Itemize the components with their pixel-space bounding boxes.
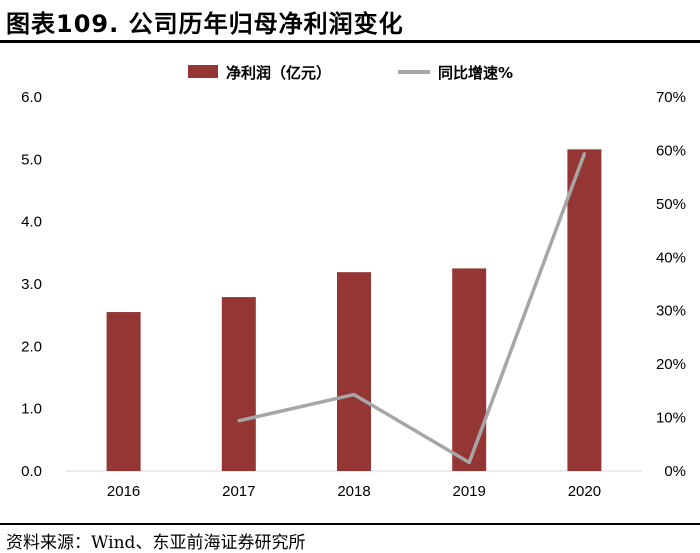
- bar-2017: [221, 297, 256, 471]
- y-left-tick: 1.0: [21, 401, 42, 418]
- y-right-tick: 10%: [656, 410, 686, 427]
- x-tick: 2020: [568, 483, 601, 500]
- growth-point-2017: [237, 419, 241, 423]
- y-left-tick: 2.0: [21, 338, 42, 355]
- y-right-tick: 30%: [656, 303, 686, 320]
- y-right-tick: 70%: [656, 89, 686, 106]
- bar-2020: [567, 149, 602, 472]
- chart-title: 图表109. 公司历年归母净利润变化: [6, 10, 404, 38]
- x-tick: 2016: [107, 483, 140, 500]
- y-left-tick: 5.0: [21, 151, 42, 168]
- y-right-tick: 0%: [664, 463, 686, 480]
- y-left-tick: 4.0: [21, 214, 42, 231]
- growth-point-2019: [467, 460, 471, 464]
- line-series: [237, 152, 587, 465]
- x-tick: 2019: [453, 483, 486, 500]
- growth-line: [238, 153, 587, 465]
- y-left-tick: 6.0: [21, 89, 42, 106]
- y-right-tick: 50%: [656, 196, 686, 213]
- x-tick: 2018: [337, 483, 370, 500]
- x-axis: 2016 2017 2018 2019 2020: [107, 483, 601, 500]
- y-right-tick: 20%: [656, 356, 686, 373]
- y-left-tick: 3.0: [21, 276, 42, 293]
- legend-label-bar: 净利润（亿元）: [226, 64, 331, 82]
- y-right-axis: 0% 10% 20% 30% 40% 50% 60% 70%: [656, 89, 686, 480]
- footer-divider: [0, 523, 700, 525]
- y-right-tick: 60%: [656, 142, 686, 159]
- growth-point-2020: [582, 152, 586, 156]
- legend: 净利润（亿元） 同比增速%: [188, 64, 513, 82]
- bar-2019: [452, 268, 487, 471]
- legend-label-line: 同比增速%: [438, 64, 513, 82]
- bar-2016: [106, 312, 141, 471]
- legend-swatch-bar: [188, 65, 218, 78]
- bar-2018: [337, 272, 371, 471]
- growth-point-2018: [352, 393, 356, 397]
- x-tick: 2017: [222, 483, 255, 500]
- y-left-tick: 0.0: [21, 463, 42, 480]
- source-note: 资料来源：Wind、东亚前海证券研究所: [6, 533, 306, 553]
- y-right-tick: 40%: [656, 249, 686, 266]
- bar-series: [106, 149, 602, 472]
- title-divider: [0, 40, 700, 43]
- y-left-axis: 0.0 1.0 2.0 3.0 4.0 5.0 6.0: [21, 89, 42, 480]
